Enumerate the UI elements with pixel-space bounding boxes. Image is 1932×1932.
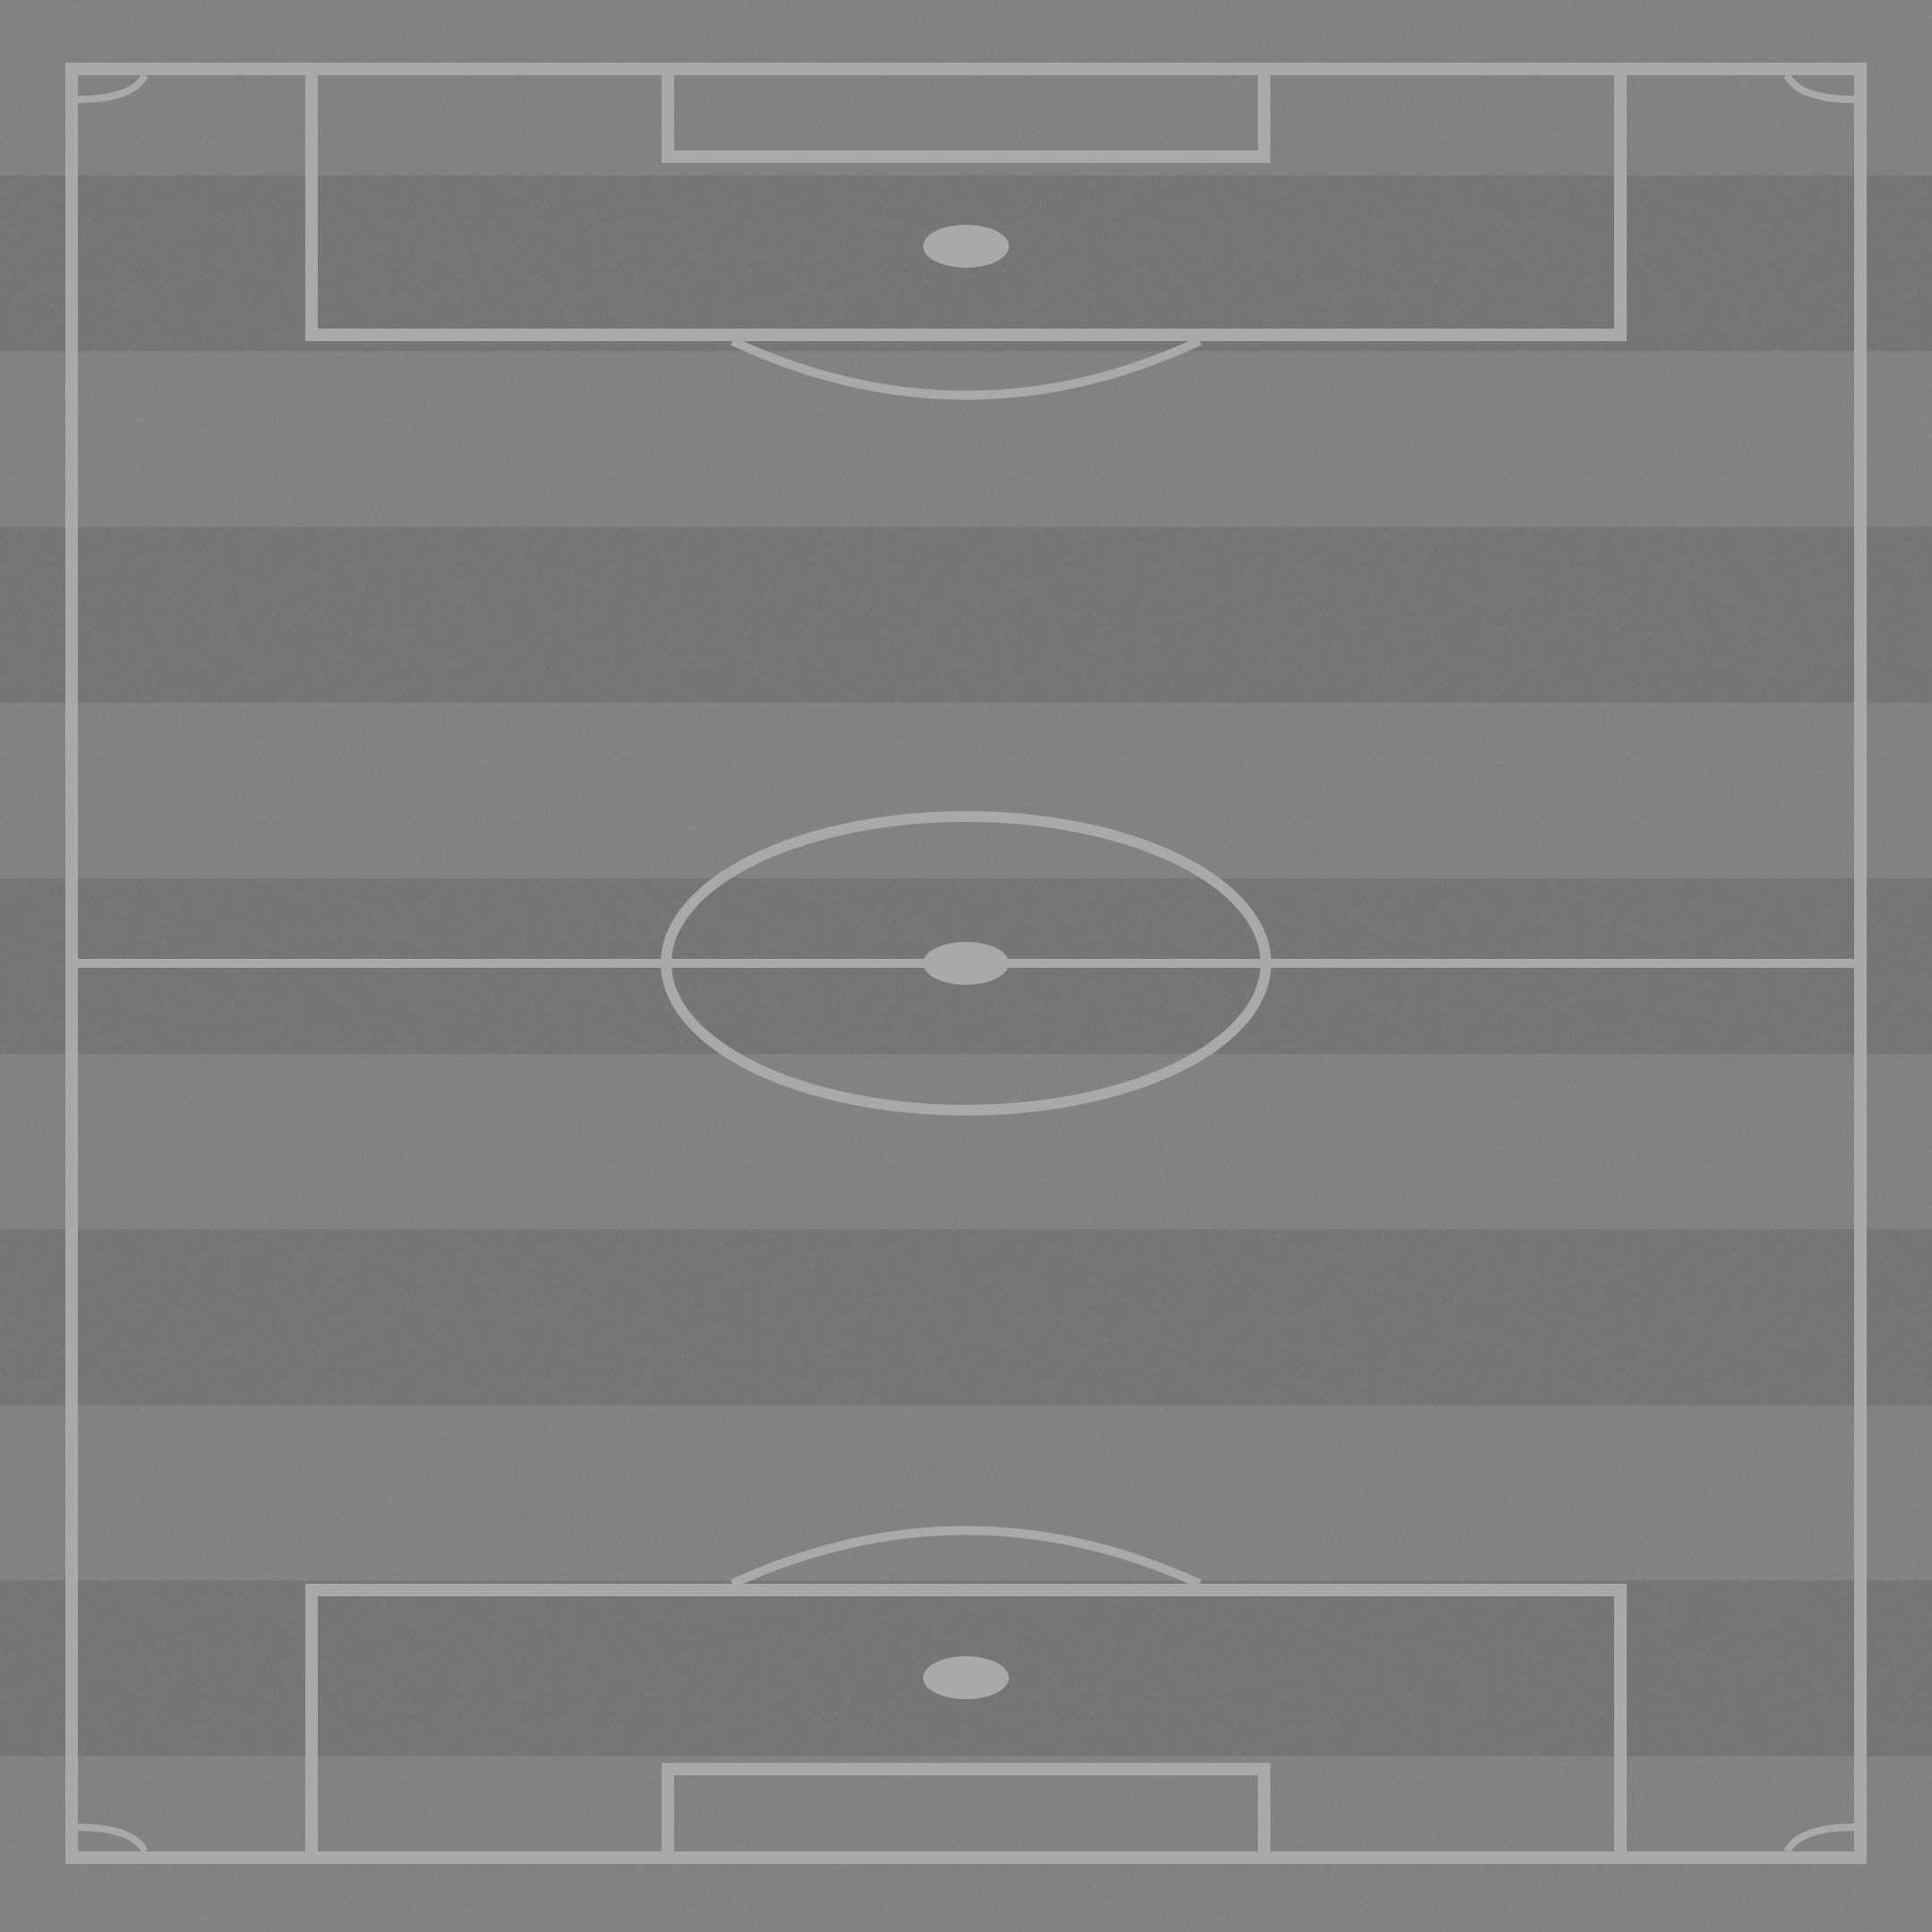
bottom-goal-area [662,1763,1270,1864]
top-penalty-arc [730,337,1202,400]
center-spot [923,942,1009,985]
pitch-markings [65,63,1867,1864]
bottom-penalty-arc [730,1526,1202,1588]
corner-arc-top-right [1783,73,1855,103]
corner-arc-top-left [77,73,149,103]
corner-arc-bottom-right [1783,1824,1855,1854]
bottom-penalty-spot [923,1656,1009,1699]
corner-arc-bottom-left [77,1824,149,1854]
top-penalty-spot [923,225,1009,268]
top-goal-area [662,63,1270,163]
center-circle [661,811,1271,1116]
